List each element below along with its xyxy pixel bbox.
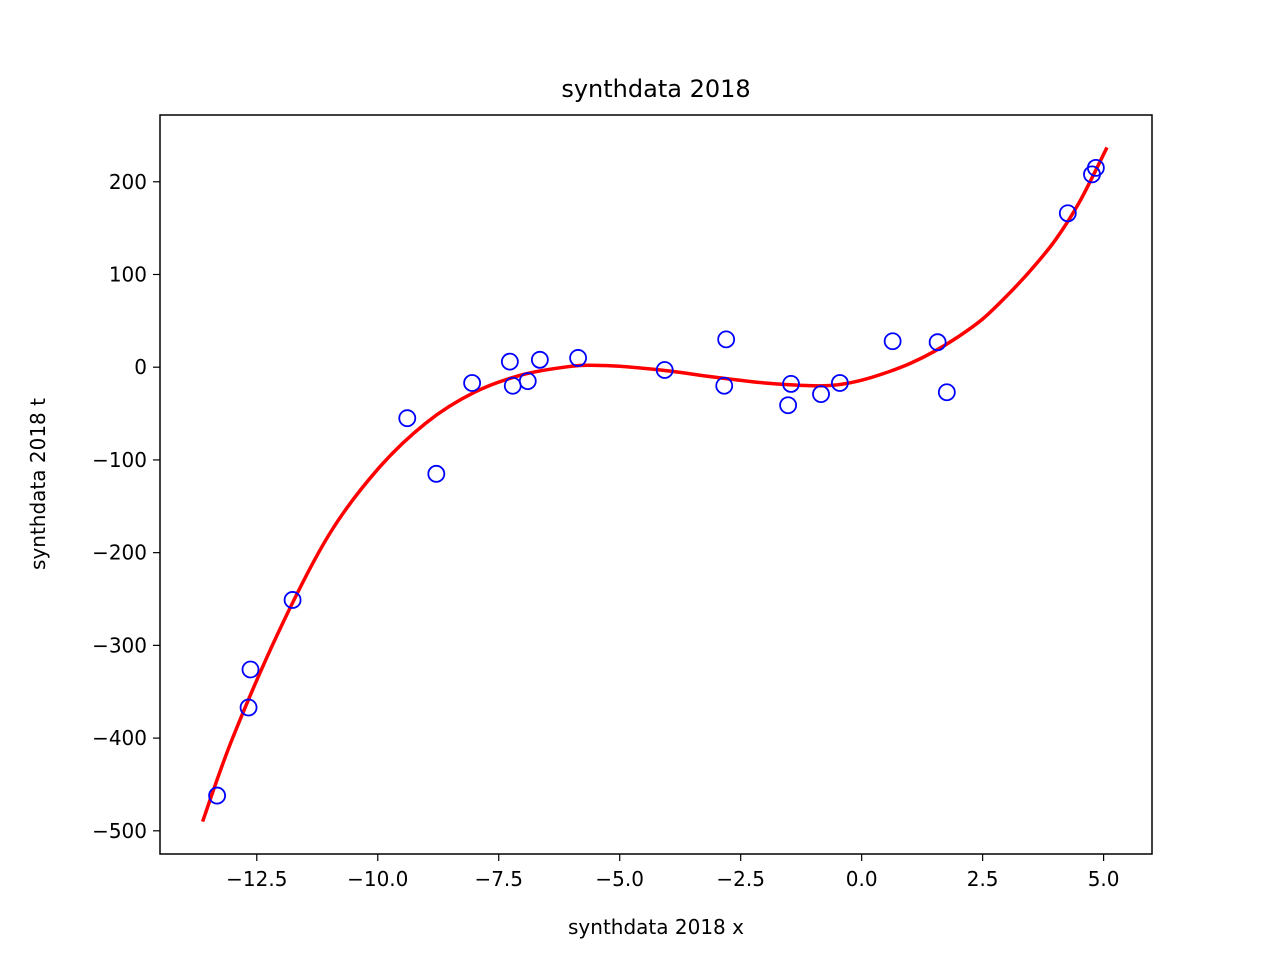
x-tick-label: 2.5 [967, 867, 999, 891]
scatter-point [1086, 158, 1105, 177]
scatter-point [937, 383, 956, 402]
fit-curve [200, 146, 1109, 823]
scatter-point [715, 376, 734, 395]
x-tick-label: −5.0 [595, 867, 644, 891]
scatter-point [883, 332, 902, 351]
scatter-point [779, 396, 798, 415]
y-axis-ticks: 200 100 0 −100 −200 −300 −400 −500 [92, 170, 160, 843]
y-tick-label: 100 [109, 262, 147, 286]
scatter-point [239, 698, 258, 717]
y-tick-label: −200 [92, 541, 147, 565]
scatter-point [427, 464, 446, 483]
x-tick-label: −10.0 [347, 867, 408, 891]
scatter-point [782, 374, 800, 393]
y-axis-label: synthdata 2018 t [26, 398, 50, 570]
x-tick-label: −7.5 [474, 867, 523, 891]
scatter-point [283, 591, 302, 609]
y-tick-label: 200 [109, 170, 147, 194]
x-tick-label: 0.0 [846, 867, 878, 891]
scatter-point [530, 350, 549, 369]
scatter-point [569, 349, 587, 367]
y-tick-label: −500 [92, 819, 147, 843]
x-axis-ticks: −12.5 −10.0 −7.5 −5.0 −2.5 0.0 2.5 5.0 [226, 854, 1120, 891]
scatter-point [208, 786, 227, 805]
x-tick-label: −2.5 [716, 867, 765, 891]
scatter-point [241, 660, 260, 679]
x-tick-label: 5.0 [1088, 867, 1120, 891]
y-tick-label: −400 [92, 726, 147, 750]
scatter-point [398, 409, 417, 428]
scatter-point [500, 352, 519, 371]
chart-title: synthdata 2018 [561, 75, 750, 103]
axes-frame [159, 114, 1153, 855]
y-tick-label: 0 [134, 355, 147, 379]
x-tick-label: −12.5 [226, 867, 287, 891]
x-axis-label: synthdata 2018 x [568, 915, 744, 939]
plot-area [200, 146, 1109, 823]
scatter-point [1058, 204, 1077, 223]
y-tick-label: −300 [92, 633, 147, 657]
y-tick-label: −100 [92, 448, 147, 472]
scatter-point [830, 374, 849, 392]
scatter-point [463, 374, 482, 392]
scatter-point [812, 385, 830, 403]
scatter-point [518, 372, 537, 391]
scatter-point [717, 330, 736, 349]
scatter-point [928, 333, 947, 352]
scatter-point [655, 361, 674, 379]
